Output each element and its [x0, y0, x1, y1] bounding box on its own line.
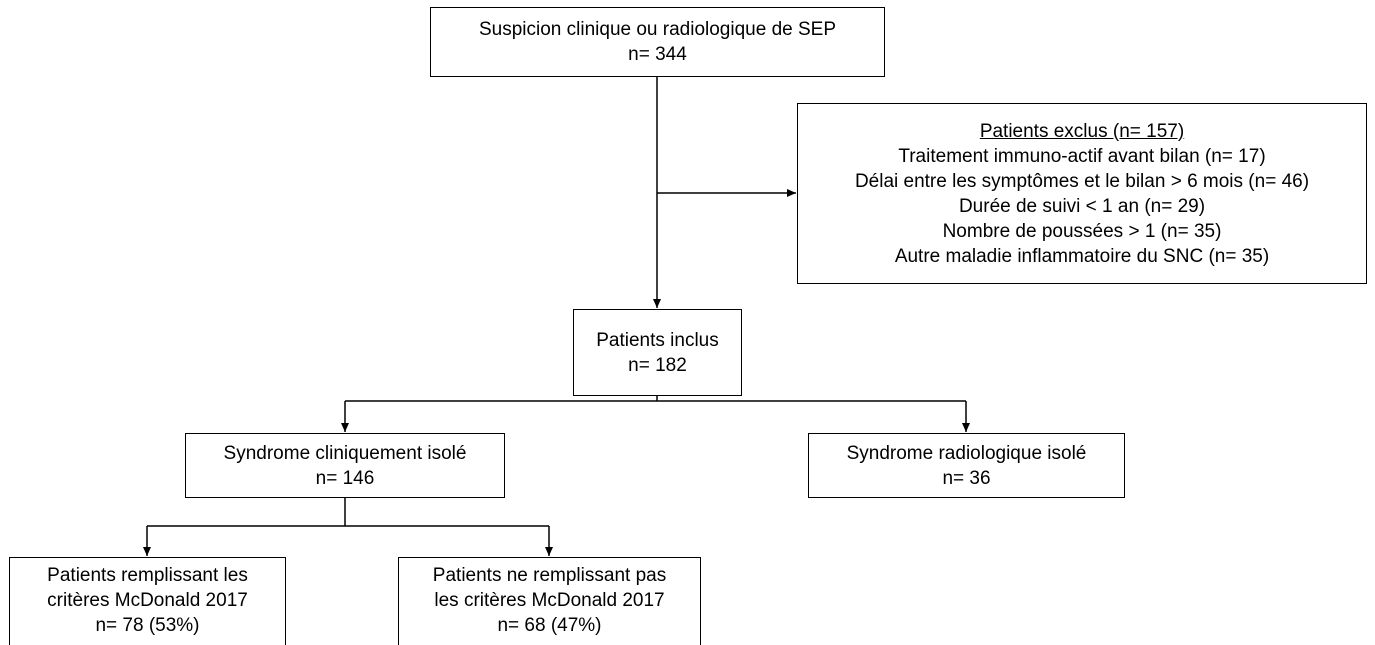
node: Syndrome radiologique isolé n= 36	[808, 433, 1125, 498]
node-line: Syndrome cliniquement isolé	[223, 442, 467, 464]
node-line: Suspicion clinique ou radiologique de SE…	[478, 19, 837, 40]
node-line: Nombre de poussées > 1 (n= 35)	[942, 220, 1222, 242]
node-line: Autre maladie inflammatoire du SNC (n= 3…	[894, 245, 1270, 267]
node-line: n= 146	[315, 467, 375, 489]
node-line: n= 36	[942, 467, 991, 489]
node-title: Patients exclus (n= 157)	[979, 120, 1185, 142]
node-line: Patients remplissant les	[47, 565, 248, 586]
node: Suspicion clinique ou radiologique de SE…	[430, 7, 885, 77]
node: Syndrome cliniquement isolé n= 146	[185, 433, 505, 498]
node-line: Durée de suivi < 1 an (n= 29)	[958, 195, 1206, 217]
node: Patients inclus n= 182	[573, 309, 742, 396]
node-line: n= 68 (47%)	[497, 615, 602, 636]
node-line: Traitement immuno-actif avant bilan (n= …	[898, 145, 1266, 167]
node-line: critères McDonald 2017	[47, 590, 248, 611]
node-line: n= 182	[628, 354, 687, 376]
node-line: les critères McDonald 2017	[434, 590, 665, 611]
node-line: Patients inclus	[596, 329, 719, 351]
node-line: Syndrome radiologique isolé	[846, 442, 1087, 464]
node-line: n= 344	[628, 44, 687, 65]
node-line: n= 78 (53%)	[95, 615, 200, 636]
node: Patients remplissant les critères McDona…	[9, 557, 286, 645]
node: Patients ne remplissant pas les critères…	[398, 557, 701, 645]
node-line: Délai entre les symptômes et le bilan > …	[854, 170, 1310, 192]
exclusion-node: Patients exclus (n= 157) Traitement immu…	[797, 103, 1367, 284]
node-line: Patients ne remplissant pas	[432, 565, 667, 586]
